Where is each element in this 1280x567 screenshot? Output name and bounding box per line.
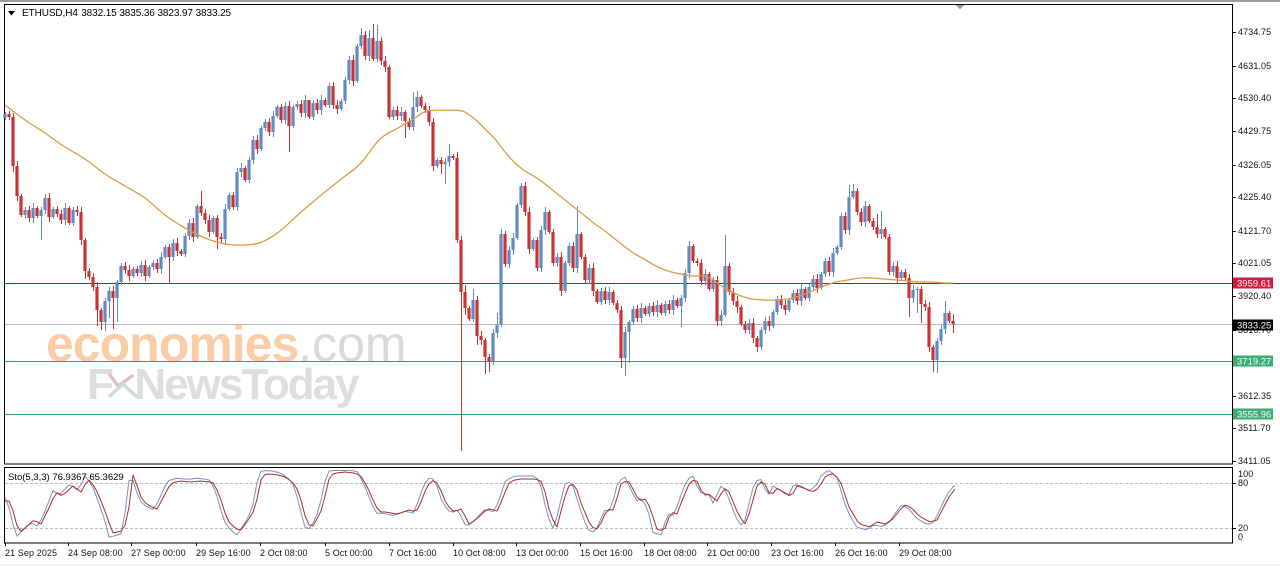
svg-text:3411.05: 3411.05 <box>1238 456 1271 466</box>
svg-text:ETHUSD,H4 3832.15 3835.36 382: ETHUSD,H4 3832.15 3835.36 3823.97 3833.2… <box>22 8 232 19</box>
svg-text:15 Oct 16:00: 15 Oct 16:00 <box>580 548 633 558</box>
svg-text:5 Oct 00:00: 5 Oct 00:00 <box>325 548 373 558</box>
svg-text:100: 100 <box>1238 469 1253 479</box>
svg-text:2 Oct 08:00: 2 Oct 08:00 <box>260 548 308 558</box>
svg-text:3959.61: 3959.61 <box>1237 279 1271 290</box>
svg-text:80: 80 <box>1238 478 1248 488</box>
svg-text:4530.40: 4530.40 <box>1238 93 1271 103</box>
svg-text:23 Oct 16:00: 23 Oct 16:00 <box>771 548 824 558</box>
svg-text:7 Oct 16:00: 7 Oct 16:00 <box>389 548 437 558</box>
svg-text:3511.70: 3511.70 <box>1238 423 1271 433</box>
svg-text:26 Oct 16:00: 26 Oct 16:00 <box>835 548 888 558</box>
svg-text:21 Sep 2025: 21 Sep 2025 <box>5 548 57 558</box>
svg-text:3920.40: 3920.40 <box>1238 291 1271 301</box>
svg-text:3612.35: 3612.35 <box>1238 391 1271 401</box>
svg-text:economies.com: economies.com <box>46 316 407 372</box>
svg-text:4225.40: 4225.40 <box>1238 192 1271 202</box>
svg-text:0: 0 <box>1238 532 1243 542</box>
svg-text:13 Oct 00:00: 13 Oct 00:00 <box>516 548 569 558</box>
svg-text:4021.05: 4021.05 <box>1238 258 1271 268</box>
svg-text:4734.75: 4734.75 <box>1238 27 1271 37</box>
svg-text:3555.96: 3555.96 <box>1237 410 1271 421</box>
svg-text:29 Oct 08:00: 29 Oct 08:00 <box>899 548 952 558</box>
svg-text:10 Oct 08:00: 10 Oct 08:00 <box>453 548 506 558</box>
svg-text:21 Oct 00:00: 21 Oct 00:00 <box>707 548 760 558</box>
svg-text:4326.05: 4326.05 <box>1238 160 1271 170</box>
svg-text:29 Sep 16:00: 29 Sep 16:00 <box>196 548 251 558</box>
svg-text:3719.27: 3719.27 <box>1237 357 1271 368</box>
svg-text:4429.75: 4429.75 <box>1238 126 1271 136</box>
svg-text:24 Sep 08:00: 24 Sep 08:00 <box>68 548 123 558</box>
svg-text:4121.70: 4121.70 <box>1238 226 1271 236</box>
svg-text:20: 20 <box>1238 523 1248 533</box>
svg-text:4631.05: 4631.05 <box>1238 61 1271 71</box>
svg-text:27 Sep 00:00: 27 Sep 00:00 <box>131 548 186 558</box>
svg-text:18 Oct 08:00: 18 Oct 08:00 <box>644 548 697 558</box>
svg-text:Sto(5,3,3) 76.9367 65.3629: Sto(5,3,3) 76.9367 65.3629 <box>8 472 124 483</box>
svg-text:3833.25: 3833.25 <box>1237 321 1271 332</box>
